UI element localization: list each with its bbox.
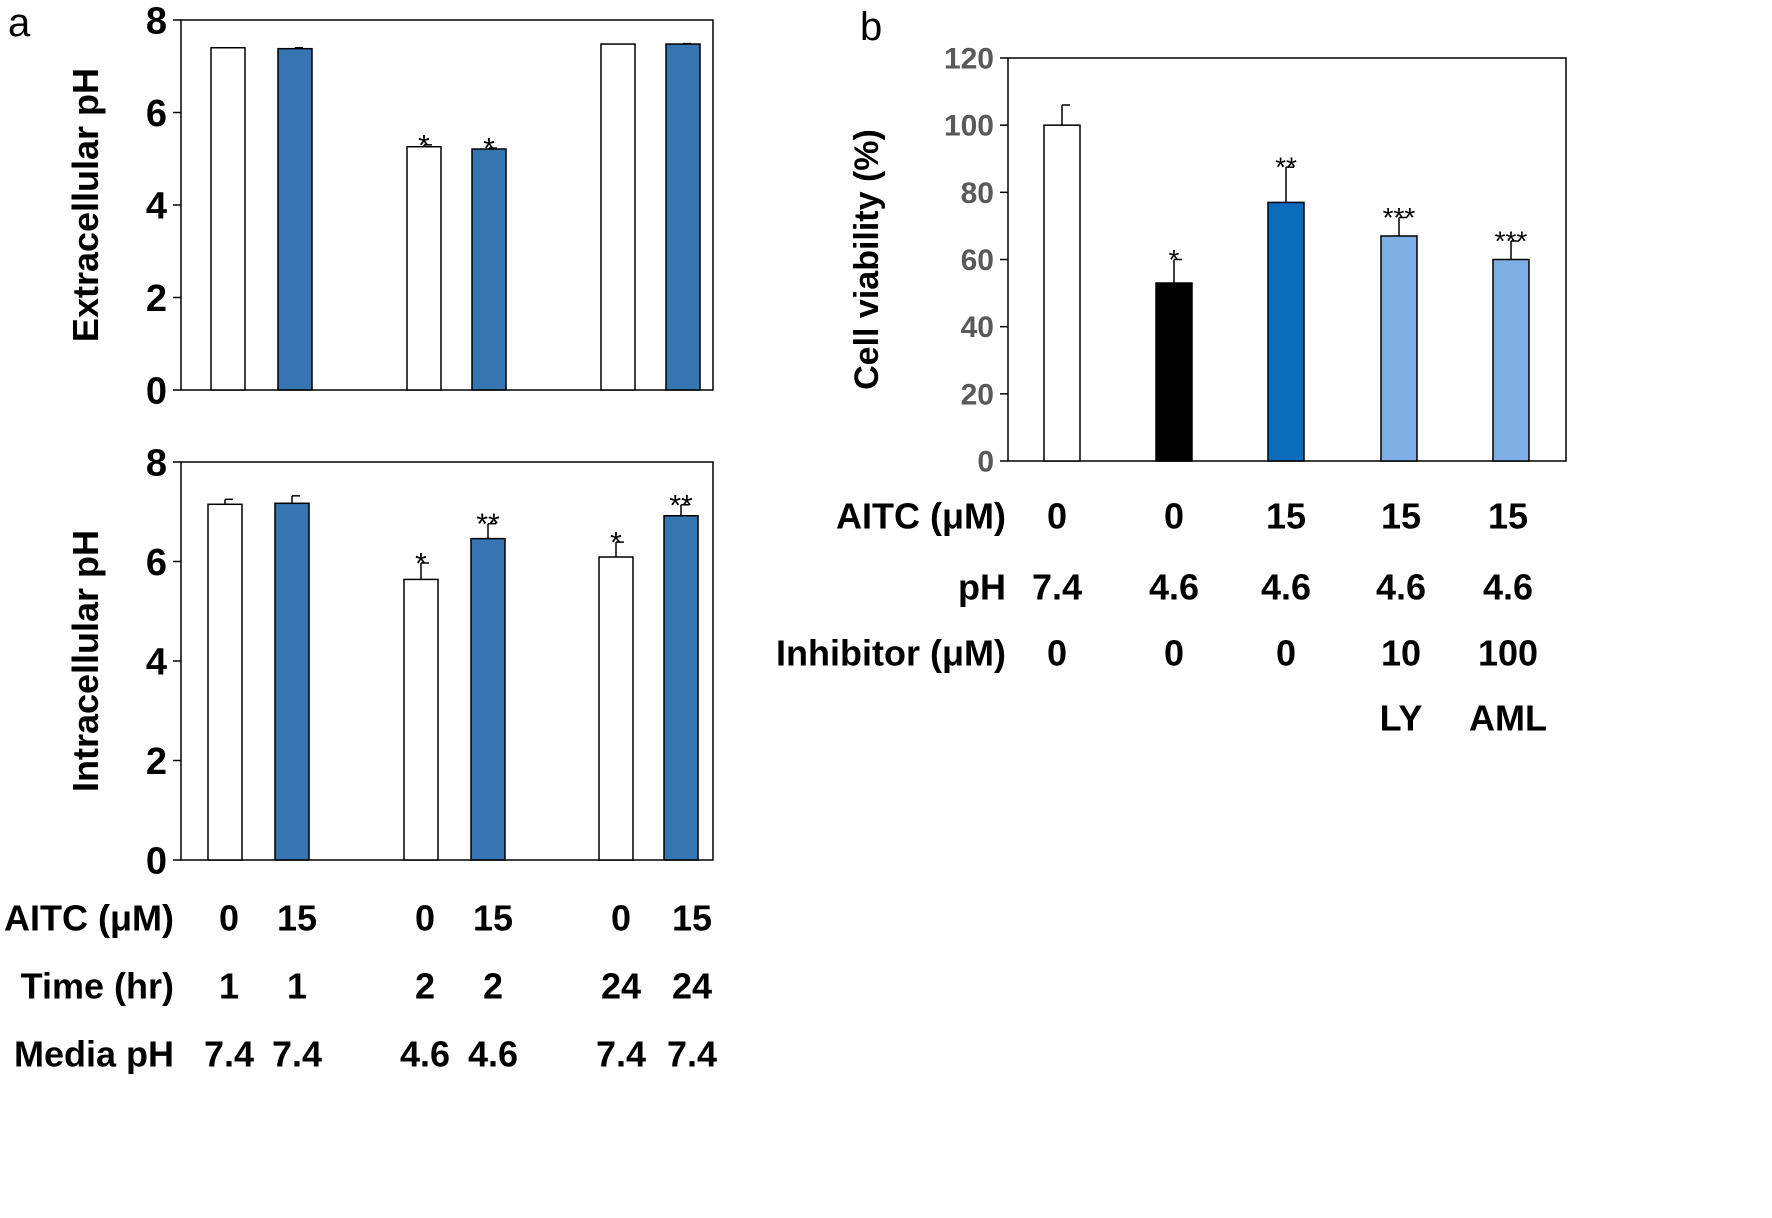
condition-value: 4.6 [1149,567,1199,608]
y-tick-label: 2 [146,741,167,783]
condition-value: 0 [1276,633,1296,674]
condition-value: 0 [415,898,435,939]
bar [406,145,442,391]
condition-value: 4.6 [1261,567,1311,608]
condition-value: 0 [219,898,239,939]
condition-value: 10 [1381,633,1421,674]
y-tick-label: 100 [944,110,994,143]
significance-label: * [610,527,622,560]
significance-label: *** [1495,225,1528,256]
significance-label: ** [1275,152,1297,183]
condition-value: 7.4 [596,1034,646,1075]
y-tick-label: 4 [146,185,167,227]
bar [210,47,246,391]
y-tick-label: 0 [977,446,994,479]
y-axis-label: Intracellular pH [65,530,106,792]
bar [403,578,439,861]
bar [665,43,701,391]
condition-value: 4.6 [1376,567,1426,608]
y-tick-label: 0 [146,840,167,882]
condition-value: 15 [672,898,712,939]
y-tick-label: 6 [146,93,167,135]
y-axis-label: Extracellular pH [65,68,106,342]
y-tick-label: 120 [944,43,994,76]
y-tick-label: 6 [146,542,167,584]
significance-label: * [418,129,430,162]
condition-value: 24 [672,966,712,1007]
bar [663,514,699,861]
condition-value: 4.6 [1483,567,1533,608]
condition-value: 0 [1164,496,1184,537]
significance-label: * [415,547,427,580]
condition-value: 2 [415,966,435,1007]
bar [1043,124,1081,462]
bar [1155,282,1193,462]
condition-value: 4.6 [468,1034,518,1075]
significance-label: * [483,133,495,166]
condition-value: 0 [611,898,631,939]
condition-row-label: Inhibitor (μM) [776,633,1006,674]
panel-label-b: b [860,5,882,49]
condition-row-label: pH [958,567,1006,608]
y-tick-label: 8 [146,442,167,484]
condition-value: 7.4 [667,1034,717,1075]
bar [1267,201,1305,462]
condition-value: 0 [1164,633,1184,674]
panel-label-a: a [8,1,31,45]
bar [598,556,634,861]
y-tick-label: 4 [146,641,167,683]
condition-value: 4.6 [400,1034,450,1075]
y-tick-label: 8 [146,0,167,42]
bar [207,503,243,861]
condition-row-label: Time (hr) [21,966,174,1007]
bar [274,502,310,861]
significance-label: * [1169,244,1180,275]
condition-row-label: AITC (μM) [4,898,174,939]
bar [1492,258,1530,462]
condition-value: 1 [219,966,239,1007]
condition-value: 7.4 [1032,567,1082,608]
significance-label: ** [476,508,500,541]
condition-value: 100 [1478,633,1538,674]
condition-value: 15 [1381,496,1421,537]
condition-value: 0 [1047,633,1067,674]
extracellular-ph-chart: 0 2 4 6 8 Extracellular pH * * [65,0,714,412]
condition-value: 15 [1488,496,1528,537]
condition-value: 15 [277,898,317,939]
y-tick-label: 60 [961,244,994,277]
condition-value: AML [1469,698,1547,739]
y-tick-label: 0 [146,370,167,412]
bar [471,148,507,391]
condition-value: 1 [287,966,307,1007]
condition-value: 7.4 [204,1034,254,1075]
y-tick-label: 80 [961,177,994,210]
condition-value: 2 [483,966,503,1007]
condition-value: 24 [601,966,641,1007]
condition-value: 15 [1266,496,1306,537]
bar [600,43,636,391]
significance-label: *** [1383,202,1416,233]
condition-row-label: AITC (μM) [836,496,1006,537]
condition-value: 0 [1047,496,1067,537]
condition-value: 7.4 [272,1034,322,1075]
bar [470,537,506,861]
y-tick-label: 40 [961,311,994,344]
condition-value: 15 [473,898,513,939]
y-axis-label: Cell viability (%) [848,129,886,390]
bar [277,47,313,391]
significance-label: ** [669,489,693,522]
y-tick-label: 20 [961,378,994,411]
y-tick-label: 2 [146,278,167,320]
condition-value: LY [1380,698,1423,739]
condition-row-label: Media pH [14,1034,174,1075]
bar [1380,235,1418,462]
